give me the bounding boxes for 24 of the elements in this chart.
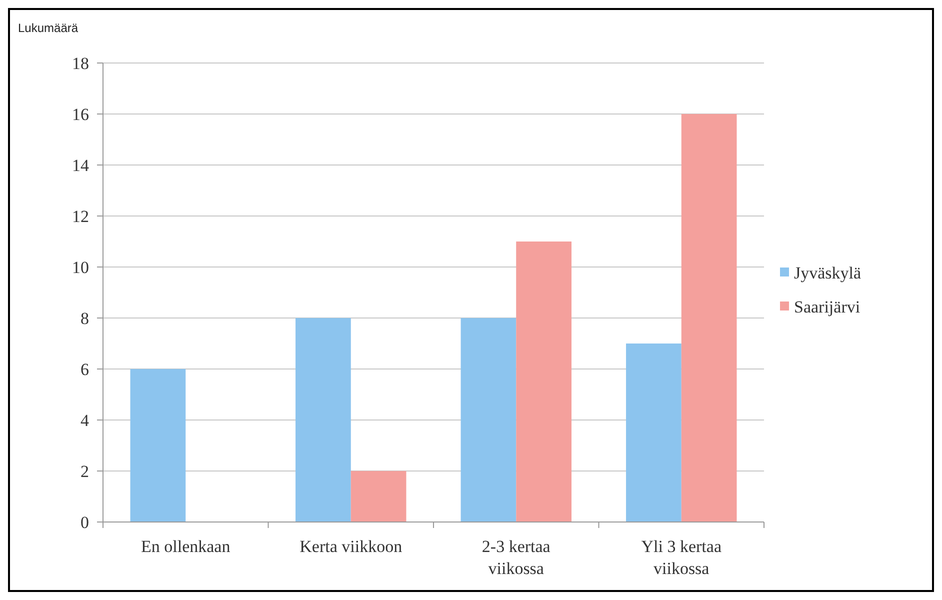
legend-label: Jyväskylä — [794, 263, 862, 282]
y-tick-label: 10 — [72, 258, 89, 277]
y-tick-label: 8 — [80, 308, 89, 328]
bar — [296, 318, 351, 522]
bar — [681, 114, 737, 522]
x-tick-label: 2-3 kertaa viikossa — [482, 537, 551, 578]
y-tick-label: 12 — [72, 206, 89, 226]
bar — [350, 471, 406, 522]
bar — [516, 242, 572, 522]
y-tick-label: 16 — [72, 104, 89, 124]
x-tick-label: Kerta viikkoon — [300, 537, 403, 556]
y-tick-label: 0 — [80, 512, 89, 532]
y-axis-title: Lukumäärä — [18, 21, 78, 35]
y-tick-label: 4 — [80, 410, 90, 430]
x-tick-label: Yli 3 kertaa viikossa — [641, 537, 722, 578]
bar — [460, 318, 516, 522]
y-tick-label: 2 — [80, 462, 89, 481]
y-tick-label: 6 — [80, 360, 89, 379]
legend-label: Saarijärvi — [794, 297, 860, 316]
y-tick-label: 14 — [72, 156, 90, 175]
x-tick-label: En ollenkaan — [141, 537, 231, 556]
bar — [626, 344, 682, 522]
bar — [130, 369, 186, 522]
y-tick-label: 18 — [72, 54, 89, 73]
